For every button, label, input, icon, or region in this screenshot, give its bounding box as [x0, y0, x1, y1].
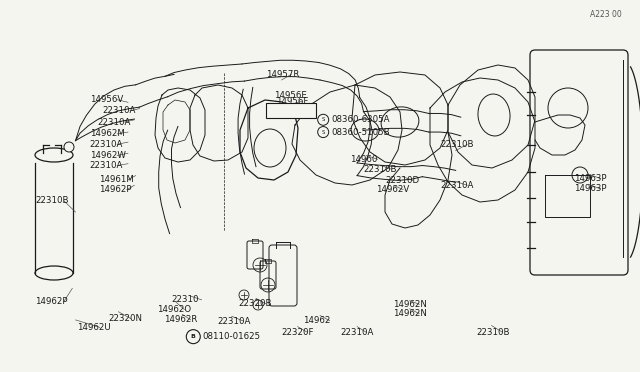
Text: 22310B: 22310B — [477, 328, 510, 337]
Text: 14960: 14960 — [350, 155, 378, 164]
Text: 14957R: 14957R — [266, 70, 299, 79]
Circle shape — [64, 142, 74, 152]
Bar — [266, 103, 316, 118]
Text: 14962: 14962 — [303, 316, 330, 325]
Text: 14956V: 14956V — [90, 95, 123, 104]
Text: 08360-6305A: 08360-6305A — [331, 115, 389, 124]
Text: 14962O: 14962O — [157, 305, 191, 314]
Text: 08110-01625: 08110-01625 — [202, 332, 260, 341]
Text: 14956F: 14956F — [276, 97, 309, 106]
Text: 22310A: 22310A — [440, 181, 474, 190]
Text: 22320N: 22320N — [109, 314, 143, 323]
Text: 14962V: 14962V — [376, 185, 410, 194]
Text: 22310A: 22310A — [102, 106, 136, 115]
Text: 22310A: 22310A — [218, 317, 251, 326]
Text: 22310A: 22310A — [97, 118, 131, 126]
Text: S: S — [321, 129, 325, 135]
Text: 14962N: 14962N — [393, 300, 427, 309]
Text: B: B — [191, 334, 196, 339]
Text: S: S — [321, 117, 325, 122]
Text: 08360-5105B: 08360-5105B — [331, 128, 390, 137]
Text: 22310B: 22310B — [440, 140, 474, 149]
Text: 14962P: 14962P — [99, 185, 132, 194]
Text: 14962U: 14962U — [77, 323, 111, 332]
Text: 14962P: 14962P — [35, 297, 68, 306]
Ellipse shape — [35, 266, 73, 280]
Ellipse shape — [35, 148, 73, 162]
FancyBboxPatch shape — [530, 50, 628, 275]
Text: 22310B: 22310B — [364, 165, 397, 174]
Text: 14963P: 14963P — [574, 185, 607, 193]
Text: 14962M: 14962M — [90, 129, 124, 138]
Text: 22310A: 22310A — [90, 161, 123, 170]
Text: A223 00: A223 00 — [590, 10, 622, 19]
Text: 22320B: 22320B — [238, 299, 271, 308]
Text: 14963P: 14963P — [574, 174, 607, 183]
Text: 14962N: 14962N — [393, 309, 427, 318]
Text: 22310D: 22310D — [385, 176, 419, 185]
Text: 22320F: 22320F — [282, 328, 314, 337]
Text: 22310A: 22310A — [340, 328, 374, 337]
Text: 14956E: 14956E — [274, 92, 307, 100]
Text: 22310A: 22310A — [90, 140, 123, 149]
Text: 14962W: 14962W — [90, 151, 125, 160]
Text: 14961M: 14961M — [99, 175, 134, 184]
Text: 22310B: 22310B — [35, 196, 68, 205]
Text: 14962R: 14962R — [164, 315, 198, 324]
Text: 22310: 22310 — [172, 295, 199, 304]
